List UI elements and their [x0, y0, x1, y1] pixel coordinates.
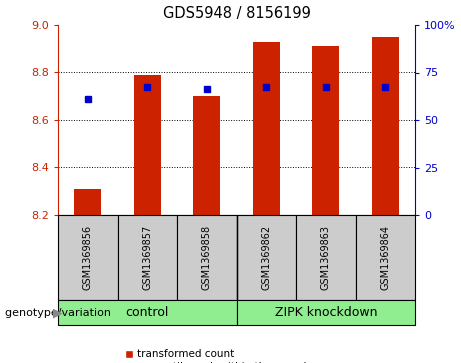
FancyBboxPatch shape [236, 215, 296, 300]
FancyBboxPatch shape [355, 215, 415, 300]
Text: ZIPK knockdown: ZIPK knockdown [274, 306, 377, 319]
FancyBboxPatch shape [177, 215, 236, 300]
Text: control: control [125, 306, 169, 319]
FancyBboxPatch shape [58, 215, 118, 300]
Bar [313, 46, 339, 215]
Text: GSM1369856: GSM1369856 [83, 225, 93, 290]
Bar [253, 42, 280, 215]
Title: GDS5948 / 8156199: GDS5948 / 8156199 [163, 6, 310, 21]
Text: GSM1369863: GSM1369863 [321, 225, 331, 290]
Text: GSM1369864: GSM1369864 [380, 225, 390, 290]
Bar [372, 37, 399, 215]
Text: GSM1369858: GSM1369858 [202, 225, 212, 290]
Bar [134, 75, 160, 215]
Bar [74, 189, 101, 215]
Text: GSM1369862: GSM1369862 [261, 225, 271, 290]
Text: ▶: ▶ [53, 306, 63, 319]
Legend: transformed count, percentile rank within the sample: transformed count, percentile rank withi… [120, 345, 317, 363]
Text: GSM1369857: GSM1369857 [142, 225, 152, 290]
FancyBboxPatch shape [118, 215, 177, 300]
Text: genotype/variation: genotype/variation [5, 307, 114, 318]
Bar [193, 96, 220, 215]
FancyBboxPatch shape [296, 215, 355, 300]
FancyBboxPatch shape [236, 300, 415, 325]
FancyBboxPatch shape [58, 300, 236, 325]
